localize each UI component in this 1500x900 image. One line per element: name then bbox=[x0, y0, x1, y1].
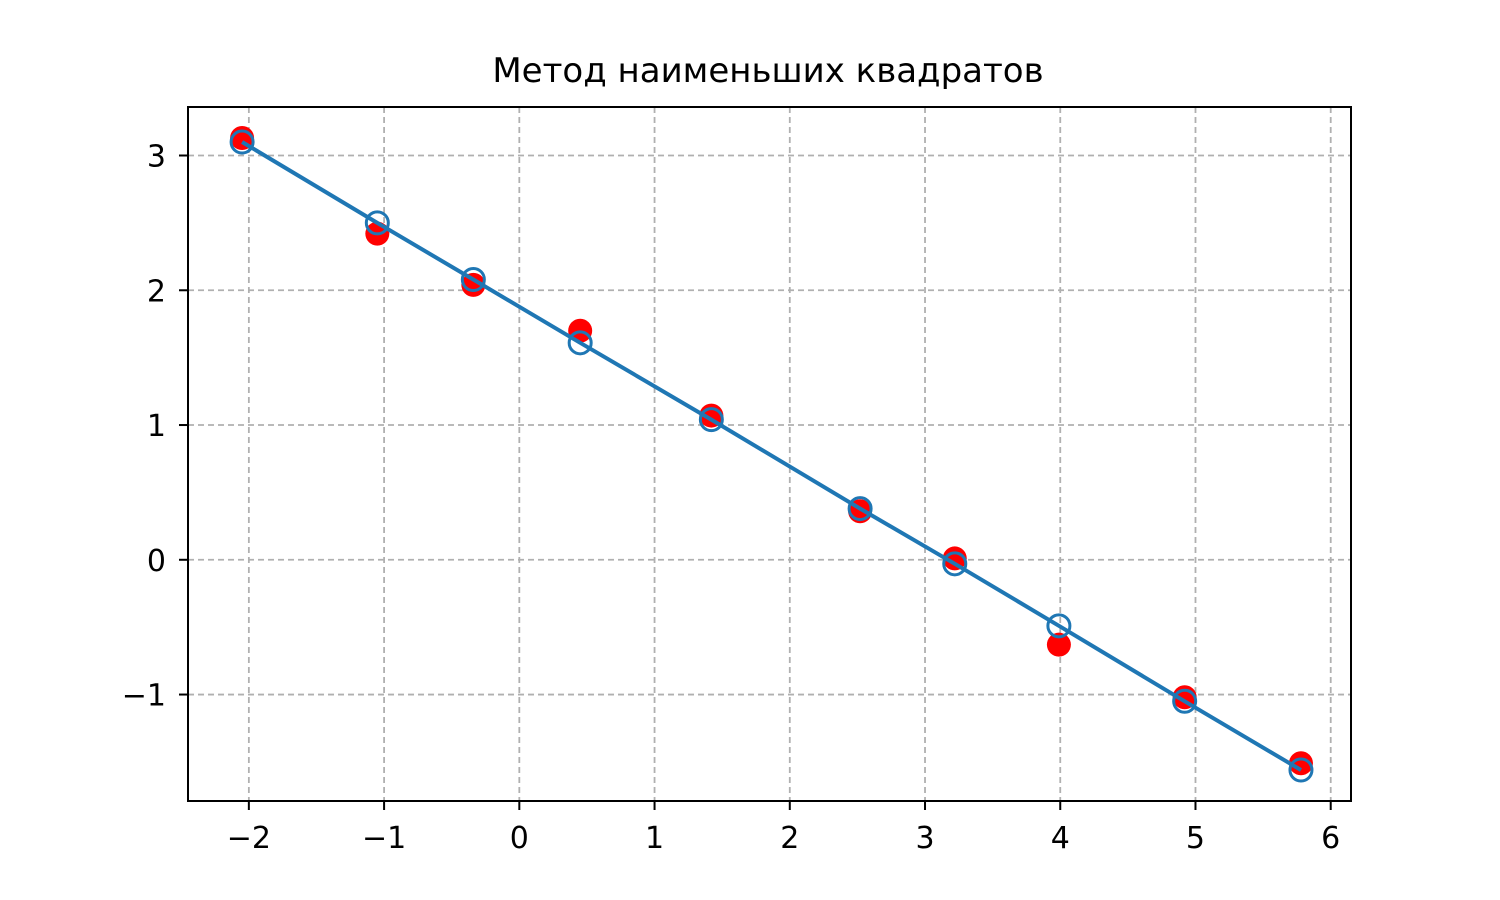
y-tick-label: 3 bbox=[147, 140, 166, 175]
y-tick-label: 1 bbox=[147, 409, 166, 444]
fit-point bbox=[847, 496, 873, 522]
x-tick-label: 0 bbox=[510, 821, 529, 856]
x-tick-label: 6 bbox=[1321, 821, 1340, 856]
fit-point bbox=[698, 407, 724, 433]
fit-point bbox=[942, 551, 968, 577]
ticks: −2 −1 0 1 2 3 4 5 6 −1 0 1 2 3 bbox=[122, 140, 1340, 856]
fit-point bbox=[1046, 613, 1072, 639]
x-tick-label: −1 bbox=[362, 821, 406, 856]
plot-frame bbox=[187, 106, 1352, 802]
grid bbox=[188, 107, 1351, 801]
measured-point bbox=[1288, 751, 1313, 776]
y-tick-label: −1 bbox=[122, 679, 166, 714]
fit-point bbox=[567, 330, 593, 356]
chart-title: Метод наименьших квадратов bbox=[492, 51, 1043, 91]
measured-point bbox=[1046, 632, 1071, 657]
fit-point bbox=[1288, 757, 1314, 783]
fit-point bbox=[364, 210, 390, 236]
fit-line bbox=[241, 140, 1303, 772]
fit-point bbox=[229, 129, 255, 155]
y-tick-label: 0 bbox=[147, 544, 166, 579]
x-tick-label: 3 bbox=[915, 821, 934, 856]
x-tick-label: 2 bbox=[780, 821, 799, 856]
measured-point bbox=[942, 546, 967, 571]
x-tick-label: −2 bbox=[227, 821, 271, 856]
measured-point bbox=[461, 272, 486, 297]
series bbox=[229, 125, 1314, 783]
y-tick-label: 2 bbox=[147, 274, 166, 309]
fit-point bbox=[1172, 688, 1198, 714]
x-tick-label: 1 bbox=[645, 821, 664, 856]
x-tick-label: 4 bbox=[1051, 821, 1070, 856]
fit-point bbox=[460, 266, 486, 292]
x-tick-label: 5 bbox=[1186, 821, 1205, 856]
